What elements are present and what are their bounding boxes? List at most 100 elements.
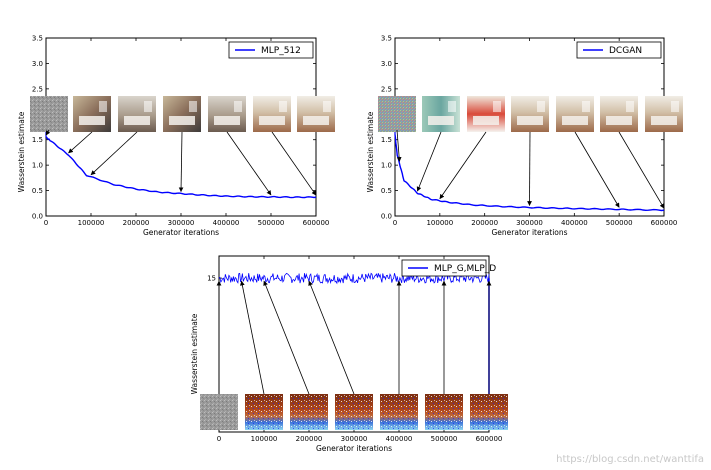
x-tick-label: 400000 [386,435,413,443]
x-tick-label: 200000 [471,219,498,227]
x-tick-label: 100000 [78,219,105,227]
x-tick-label: 100000 [426,219,453,227]
sample-arrow [90,131,138,176]
x-axis-label: Generator iterations [491,228,567,237]
sample-thumbnail [208,96,246,132]
x-tick-label: 500000 [431,435,458,443]
sample-speckle [380,394,418,430]
bed-shape [214,116,240,125]
x-tick-label: 200000 [123,219,150,227]
window-shape [626,101,634,112]
x-tick-label: 600000 [476,435,503,443]
window-shape [99,101,107,112]
legend-label: MLP_512 [261,46,301,56]
bed-shape [169,116,195,125]
sample-speckle [245,394,283,430]
bed-shape [606,116,632,125]
y-tick-label: 3.5 [32,35,43,43]
x-tick-label: 0 [393,219,397,227]
x-tick-label: 500000 [606,219,633,227]
x-tick-label: 300000 [341,435,368,443]
sample-thumbnail [253,96,291,132]
sample-thumbnail [600,96,638,132]
window-shape [144,101,152,112]
x-tick-label: 100000 [251,435,278,443]
legend-box [401,259,487,277]
sample-thumbnail [200,394,238,430]
sample-thumbnail [245,394,283,430]
series-line [394,134,665,212]
window-shape [448,101,456,112]
sample-arrow [271,131,317,196]
watermark-text: https://blog.csdn.net/wanttifa [556,454,704,465]
bed-shape [79,116,105,125]
y-axis-label: Wasserstein estimate [366,111,375,192]
sample-thumbnail [30,96,68,132]
legend-label: MLP_G,MLP_D [434,264,496,274]
bed-shape [303,116,329,125]
y-tick-label: 15 [207,275,216,283]
chart-panel-3: 0 100000 200000 300000 400000 500000 600000 15 G… [190,255,508,453]
sample-arrow [68,131,93,154]
x-tick-label: 300000 [168,219,195,227]
series-line [45,136,317,199]
sample-thumbnail [556,96,594,132]
y-tick-label: 0.5 [381,187,392,195]
chart-panel-2: 0 100000 200000 300000 400000 500000 600000 0.0… [366,35,683,237]
legend-label: DCGAN [609,46,642,56]
legend: DCGAN [576,41,662,59]
bed-shape [259,116,285,125]
y-tick-label: 3.0 [32,60,43,68]
window-shape [323,101,331,112]
legend-box [576,41,662,59]
sample-thumbnail [73,96,111,132]
sample-thumbnail [380,394,418,430]
sample-speckle [470,394,508,430]
x-tick-label: 400000 [561,219,588,227]
sample-thumbnail [290,394,328,430]
y-tick-label: 0.5 [32,187,43,195]
x-tick-label: 0 [217,435,221,443]
sample-arrow [45,129,51,136]
x-tick-label: 0 [44,219,48,227]
sample-arrow [618,131,665,209]
legend: MLP_512 [228,41,314,59]
sample-arrow [308,280,355,395]
window-shape [234,101,242,112]
window-shape [582,101,590,112]
sample-arrow [263,280,310,395]
y-tick-label: 0.0 [32,213,43,221]
sample-arrow [439,131,487,200]
window-shape [537,101,545,112]
sample-thumbnail [378,96,416,132]
sample-thumbnail [645,96,683,132]
chart-panel-1: 0 100000 200000 300000 400000 500000 600000 0.0… [17,35,335,237]
y-axis-label: Wasserstein estimate [190,313,199,394]
y-tick-label: 1.0 [381,162,392,170]
x-tick-label: 600000 [651,219,678,227]
sample-thumbnail [118,96,156,132]
sample-image [378,96,416,132]
sample-thumbnail [470,394,508,430]
legend-box [228,41,314,59]
sample-arrow [178,131,184,193]
sample-speckle [425,394,463,430]
sample-image [200,394,238,430]
window-shape [493,101,501,112]
x-tick-label: 500000 [258,219,285,227]
sample-speckle [290,394,328,430]
sample-thumbnail [511,96,549,132]
y-tick-label: 3.5 [381,35,392,43]
y-tick-label: 3.0 [381,60,392,68]
sample-arrow [574,131,620,208]
sample-thumbnail [297,96,335,132]
sample-thumbnail [422,96,460,132]
y-axis-label: Wasserstein estimate [17,111,26,192]
bed-shape [517,116,543,125]
sample-thumbnail [335,394,373,430]
x-tick-label: 300000 [516,219,543,227]
window-shape [279,101,287,112]
sample-image [30,96,68,132]
window-shape [189,101,197,112]
